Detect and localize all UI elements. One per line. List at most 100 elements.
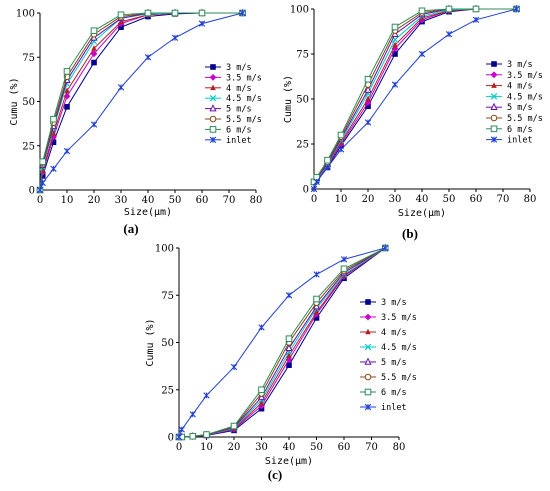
legend-label: 6 m/s: [381, 388, 407, 398]
data-point: [258, 399, 265, 406]
y-tick-label: 25: [22, 141, 35, 152]
data-point: [39, 173, 46, 179]
legend-marker: [364, 357, 372, 365]
legend-marker: [364, 388, 372, 396]
x-tick-label: 0: [37, 195, 43, 206]
y-tick-label: 50: [22, 97, 35, 108]
data-point: [203, 431, 210, 438]
data-point: [118, 24, 124, 30]
data-point: [198, 9, 206, 17]
legend-marker: [490, 93, 498, 100]
x-tick-label: 60: [470, 194, 483, 205]
legend-label: 4.5 m/s: [507, 92, 543, 102]
series-line: [313, 8, 517, 183]
x-tick-label: 70: [497, 194, 510, 205]
x-tick-label: 70: [365, 442, 378, 453]
data-point: [36, 186, 44, 194]
y-tick-label: 100: [290, 5, 309, 16]
series-line: [179, 247, 386, 438]
x-tick-label: 0: [311, 194, 317, 205]
legend-label: inlet: [381, 403, 407, 413]
data-point: [391, 81, 399, 88]
series-4-5-m-s: [36, 9, 246, 194]
panel-label: (a): [123, 221, 138, 236]
series-6-m-s: [175, 244, 389, 441]
series-line: [39, 12, 243, 191]
data-point: [364, 75, 372, 83]
legend-marker: [210, 64, 216, 70]
data-point: [445, 5, 453, 13]
legend-label: 4.5 m/s: [381, 343, 417, 353]
series-line: [313, 8, 517, 183]
series-line: [179, 247, 386, 438]
series-6-m-s: [36, 9, 246, 194]
series-5-m-s: [310, 4, 521, 185]
x-tick-label: 80: [250, 195, 263, 206]
data-point: [258, 402, 265, 410]
series-3-m-s: [311, 6, 520, 185]
data-point: [198, 20, 206, 27]
x-tick-label: 10: [61, 195, 74, 206]
legend-marker: [365, 299, 371, 305]
data-point: [313, 178, 320, 185]
y-axis-label: Cumu (%): [9, 77, 20, 125]
legend-label: 5 m/s: [226, 105, 252, 115]
legend-label: 6 m/s: [226, 125, 252, 135]
legend-marker: [209, 94, 217, 102]
data-point: [285, 343, 293, 351]
legend-label: 3.5 m/s: [381, 313, 417, 323]
data-point: [337, 131, 345, 139]
data-point: [39, 179, 46, 187]
data-point: [340, 265, 348, 273]
series-3-m-s: [176, 245, 389, 440]
data-point: [313, 295, 320, 303]
legend-marker: [365, 328, 371, 335]
x-tick-label: 60: [196, 195, 209, 206]
data-point: [90, 50, 98, 58]
data-point: [118, 18, 124, 25]
data-point: [313, 308, 320, 315]
data-point: [365, 95, 371, 102]
y-axis-label: Cumu (%): [145, 318, 156, 366]
data-point: [391, 45, 399, 52]
data-point: [63, 147, 71, 155]
data-point: [230, 363, 238, 371]
series-4-5-m-s: [175, 244, 389, 441]
legend-label: inlet: [507, 136, 533, 146]
data-point: [230, 422, 238, 430]
x-tick-label: 30: [389, 194, 402, 205]
panel-label: (b): [402, 226, 418, 241]
legend-marker: [490, 136, 498, 143]
series-inlet: [36, 9, 246, 194]
data-point: [50, 139, 57, 146]
legend-marker: [209, 126, 217, 133]
legend-label: 4.5 m/s: [226, 94, 262, 104]
legend-marker: [209, 74, 217, 81]
legend-marker: [364, 343, 372, 351]
legend-label: 5 m/s: [507, 103, 533, 113]
data-point: [313, 315, 320, 321]
legend-marker: [364, 403, 372, 411]
data-point: [364, 119, 372, 126]
legend-label: 3.5 m/s: [226, 73, 262, 83]
data-point: [175, 433, 183, 441]
legend-marker: [209, 104, 217, 112]
data-point: [178, 426, 185, 433]
data-point: [364, 85, 372, 93]
legend-marker: [491, 82, 497, 88]
series-3-5-m-s: [175, 244, 389, 441]
series-line: [39, 12, 243, 191]
legend-label: 5.5 m/s: [507, 114, 543, 124]
data-point: [472, 5, 480, 13]
legend-label: 4 m/s: [381, 328, 407, 338]
data-point: [64, 87, 70, 94]
y-tick-label: 25: [296, 140, 309, 151]
data-point: [258, 386, 265, 394]
data-point: [90, 121, 98, 128]
data-point: [189, 432, 197, 440]
y-tick-label: 75: [22, 53, 35, 64]
series-line: [313, 8, 517, 183]
x-tick-label: 30: [115, 195, 128, 206]
data-point: [391, 23, 399, 31]
series-line: [179, 247, 386, 438]
